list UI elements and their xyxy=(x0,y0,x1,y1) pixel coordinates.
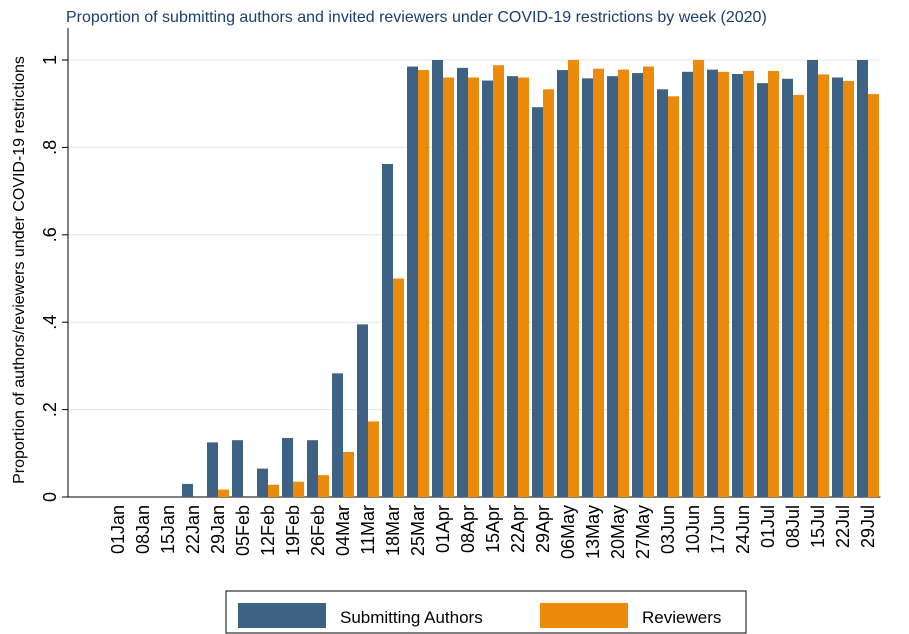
bar xyxy=(468,77,479,497)
bar xyxy=(507,76,518,497)
legend-label: Submitting Authors xyxy=(340,608,483,627)
x-tick-label: 01Jul xyxy=(758,505,778,548)
bar xyxy=(293,481,304,497)
x-tick-label: 05Feb xyxy=(233,505,253,556)
x-tick-label: 29Jan xyxy=(208,505,228,554)
y-tick-label: .6 xyxy=(40,227,60,242)
bar xyxy=(382,164,393,498)
bar xyxy=(743,70,754,498)
bar xyxy=(807,60,818,497)
bar xyxy=(707,69,718,497)
bar xyxy=(543,89,554,498)
y-axis-label: Proportion of authors/reviewers under CO… xyxy=(11,56,28,484)
x-tick-label: 25Mar xyxy=(408,505,428,556)
bar xyxy=(482,80,493,497)
x-tick-label: 22Apr xyxy=(508,505,528,553)
x-tick-label: 19Feb xyxy=(283,505,303,556)
bar xyxy=(432,60,443,497)
bar xyxy=(282,438,293,497)
x-tick-label: 10Jun xyxy=(683,505,703,554)
legend-label: Reviewers xyxy=(642,608,721,627)
x-tick-label: 13May xyxy=(583,505,603,559)
bar xyxy=(407,66,418,498)
bar xyxy=(257,468,268,497)
x-tick-label: 27May xyxy=(633,505,653,559)
bar xyxy=(343,451,354,497)
bar xyxy=(818,74,829,498)
bar xyxy=(857,60,868,497)
bar xyxy=(332,373,343,497)
bar xyxy=(643,66,654,498)
x-tick-label: 01Jan xyxy=(108,505,128,554)
x-tick-label: 29Apr xyxy=(533,505,553,553)
bar xyxy=(868,94,879,497)
x-tick-label: 06May xyxy=(558,505,578,559)
bar xyxy=(682,71,693,497)
bar xyxy=(307,440,318,497)
x-tick-label: 03Jun xyxy=(658,505,678,554)
bar xyxy=(532,107,543,498)
x-tick-label: 29Jul xyxy=(858,505,878,548)
x-tick-label: 15Jul xyxy=(808,505,828,548)
x-tick-label: 22Jan xyxy=(183,505,203,554)
bar xyxy=(232,440,243,497)
x-tick-label: 08Apr xyxy=(458,505,478,553)
bar xyxy=(182,483,193,497)
bar xyxy=(593,68,604,498)
x-tick-label: 22Jul xyxy=(833,505,853,548)
x-tick-label: 08Jul xyxy=(783,505,803,548)
bar xyxy=(793,94,804,498)
bar xyxy=(207,442,218,497)
bar xyxy=(357,324,368,497)
bar xyxy=(657,89,668,498)
y-tick-label: .4 xyxy=(40,315,60,330)
bar xyxy=(618,69,629,497)
x-tick-label: 15Jan xyxy=(158,505,178,554)
x-tick-label: 24Jun xyxy=(733,505,753,554)
x-tick-label: 18Mar xyxy=(383,505,403,556)
x-tick-label: 08Jan xyxy=(133,505,153,554)
x-tick-label: 17Jun xyxy=(708,505,728,554)
bar xyxy=(607,76,618,497)
bar xyxy=(668,96,679,498)
bar xyxy=(393,278,404,497)
bar xyxy=(768,70,779,498)
bar xyxy=(718,71,729,497)
legend-swatch xyxy=(238,603,326,628)
chart-title: Proportion of submitting authors and inv… xyxy=(66,9,767,26)
bar xyxy=(693,60,704,497)
x-tick-label: 15Apr xyxy=(483,505,503,553)
bar xyxy=(732,73,743,497)
bar xyxy=(632,73,643,498)
bar xyxy=(418,70,429,498)
bar xyxy=(757,83,768,497)
bar xyxy=(557,70,568,498)
x-tick-label: 11Mar xyxy=(358,505,378,555)
bar xyxy=(368,421,379,497)
bar xyxy=(582,78,593,497)
bar xyxy=(493,65,504,497)
y-tick-label: .8 xyxy=(40,140,60,155)
y-tick-label: .2 xyxy=(40,402,60,417)
bar xyxy=(782,78,793,497)
bar xyxy=(568,60,579,497)
bar xyxy=(318,475,329,497)
bar xyxy=(843,80,854,497)
bar xyxy=(218,489,229,497)
y-tick-label: 0 xyxy=(40,492,60,502)
x-tick-label: 01Apr xyxy=(433,505,453,553)
bar xyxy=(518,77,529,497)
x-tick-label: 12Feb xyxy=(258,505,278,556)
legend-box xyxy=(225,590,747,634)
y-tick-label: 1 xyxy=(40,55,60,65)
bar xyxy=(443,77,454,497)
legend-swatch xyxy=(540,603,628,628)
x-tick-label: 26Feb xyxy=(308,505,328,556)
x-tick-label: 04Mar xyxy=(333,505,353,556)
bar xyxy=(268,484,279,497)
bar xyxy=(832,77,843,497)
x-tick-label: 20May xyxy=(608,505,628,559)
bar xyxy=(457,67,468,497)
